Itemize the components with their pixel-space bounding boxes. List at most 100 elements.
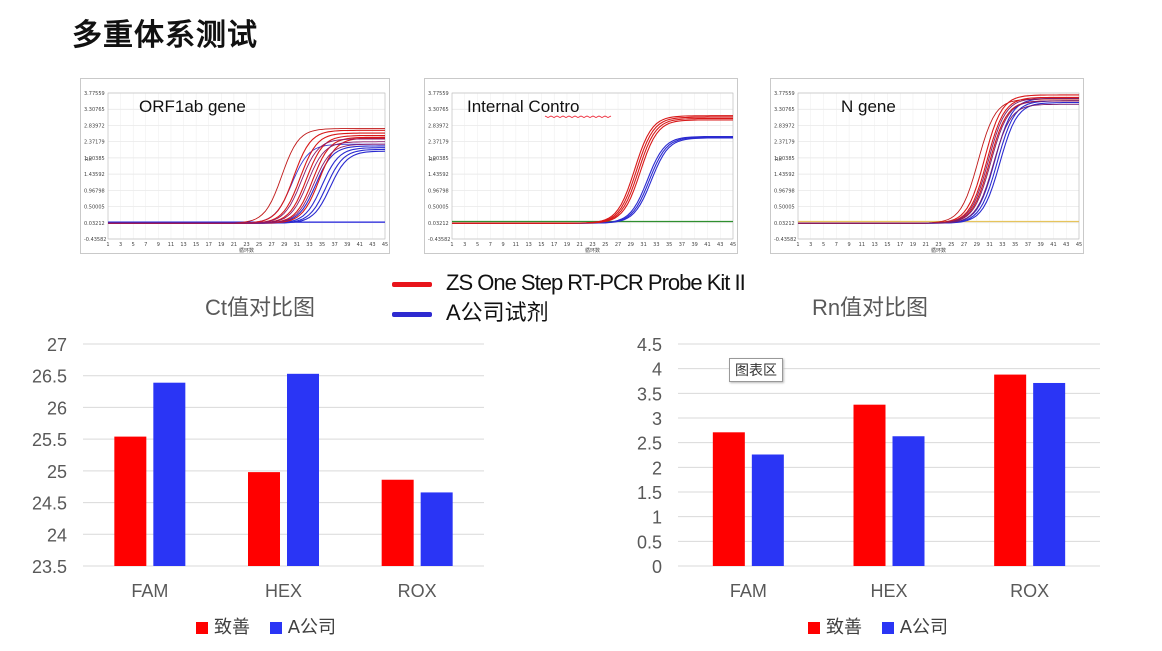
pcr-x-tick: 39 (344, 242, 350, 248)
pcr-y-tick: 0.96798 (428, 188, 449, 194)
y-tick-label: 2 (652, 458, 662, 478)
pcr-x-tick: 19 (910, 242, 916, 248)
y-tick-label: 26 (47, 398, 67, 418)
pcr-x-tick: 15 (538, 242, 544, 248)
pcr-x-tick: 21 (923, 242, 929, 248)
y-tick-label: 4.5 (637, 335, 662, 355)
legend-swatch-zs (196, 622, 208, 634)
pcr-x-tick: 7 (489, 242, 492, 248)
pcr-x-tick: 9 (501, 242, 504, 248)
pcr-x-tick: 29 (281, 242, 287, 248)
rn-chart-legend: 致善 A公司 (808, 613, 948, 639)
pcr-x-tick: 33 (306, 242, 312, 248)
pcr-y-tick: 1.90385 (428, 156, 449, 162)
pcr-x-tick: 27 (961, 242, 967, 248)
pcr-x-tick: 1 (106, 242, 109, 248)
pcr-x-tick: 25 (256, 242, 262, 248)
y-tick-label: 3 (652, 409, 662, 429)
ct-chart-legend: 致善 A公司 (196, 613, 336, 639)
bar-rox-zs (994, 374, 1027, 566)
pcr-x-tick: 35 (666, 242, 672, 248)
pcr-y-tick: 1.43592 (428, 172, 449, 178)
pcr-x-tick: 43 (1063, 242, 1069, 248)
pcr-x-tick: 19 (564, 242, 570, 248)
y-tick-label: 24.5 (32, 494, 67, 514)
pcr-x-tick: 3 (463, 242, 466, 248)
pcr-x-tick: 15 (193, 242, 199, 248)
pcr-x-tick: 3 (809, 242, 812, 248)
pcr-y-tick: 2.37179 (428, 140, 449, 146)
pcr-x-tick: 45 (730, 242, 736, 248)
pcr-x-tick: 33 (999, 242, 1005, 248)
pcr-x-tick: 25 (602, 242, 608, 248)
pcr-panel-n-gene: 3.77559 3.30765 2.83972 2.37179 1.90385 1.435… (770, 78, 1084, 254)
pcr-y-tick: 0.03212 (774, 221, 795, 227)
pcr-x-tick: 43 (717, 242, 723, 248)
pcr-y-tick: 0.96798 (84, 188, 105, 194)
pcr-y-label: Rn (429, 157, 436, 163)
pcr-x-tick: 29 (974, 242, 980, 248)
pcr-x-tick: 21 (577, 242, 583, 248)
pcr-x-tick: 15 (884, 242, 890, 248)
pcr-x-tick: 19 (218, 242, 224, 248)
legend-line-red (392, 281, 432, 287)
pcr-y-tick: 2.37179 (84, 140, 105, 146)
pcr-y-tick: -0.43582 (428, 237, 450, 243)
x-tick-label: FAM (730, 581, 767, 601)
legend-item-a: A公司试剂 (392, 298, 745, 328)
pcr-x-label: 循环数 (931, 247, 946, 253)
y-tick-label: 2.5 (637, 434, 662, 454)
ct-chart-title: Ct值对比图 (204, 295, 315, 320)
pcr-x-tick: 45 (382, 242, 388, 248)
chart-area-tag: 图表区 (729, 358, 783, 382)
pcr-y-tick: 3.77559 (84, 91, 105, 97)
pcr-y-tick: -0.43582 (774, 237, 796, 243)
pcr-y-tick: 3.77559 (428, 91, 449, 97)
main-legend: ZS One Step RT-PCR Probe Kit II A公司试剂 (392, 268, 746, 328)
y-tick-label: 23.5 (32, 557, 67, 577)
pcr-y-tick: 0.96798 (774, 188, 795, 194)
pcr-x-label: 循环数 (585, 247, 600, 253)
ct-bar-chart: 27 26.5 26 25.5 25 24.5 24 23.5 FAM HEX ROX (32, 335, 484, 601)
legend-swatch-a (269, 622, 282, 634)
pcr-y-tick: 1.43592 (774, 172, 795, 178)
pcr-y-tick: 1.43592 (84, 172, 105, 178)
pcr-y-tick: 1.90385 (774, 156, 795, 162)
pcr-x-tick: 35 (1012, 242, 1018, 248)
pcr-x-tick: 31 (294, 242, 300, 248)
pcr-y-tick: 2.83972 (84, 123, 105, 129)
pcr-y-tick: 2.37179 (774, 140, 795, 146)
legend-label: A公司 (899, 617, 949, 638)
pcr-x-tick: 13 (871, 242, 877, 248)
pcr-x-tick: 11 (168, 242, 174, 248)
bar-rox-a (1033, 382, 1066, 566)
legend-label: 致善 (214, 617, 250, 638)
legend-item-zs: ZS One Step RT-PCR Probe Kit II (392, 268, 746, 298)
pcr-y-tick: 3.77559 (774, 91, 795, 97)
y-tick-label: 4 (652, 360, 662, 380)
legend-swatch-a (881, 622, 894, 634)
bar-hex-a (892, 436, 925, 566)
pcr-x-tick: 23 (589, 242, 595, 248)
bar-hex-zs (248, 472, 280, 566)
x-tick-label: FAM (131, 581, 168, 601)
bar-fam-zs (114, 436, 147, 566)
bar-rox-zs (381, 479, 414, 566)
pcr-plot-frame (451, 92, 734, 240)
bar-fam-a (153, 382, 186, 566)
y-tick-label: 25 (47, 462, 67, 482)
legend-label: A公司 (287, 617, 337, 638)
legend-line-blue (392, 311, 432, 317)
pcr-x-tick: 35 (319, 242, 325, 248)
pcr-plot-frame (797, 92, 1080, 240)
pcr-x-tick: 11 (513, 242, 519, 248)
pcr-x-tick: 45 (1076, 242, 1082, 248)
bar-rox-a (420, 492, 453, 566)
pcr-x-tick: 27 (268, 242, 274, 248)
legend-label-zs: ZS One Step RT-PCR Probe Kit II (446, 270, 746, 295)
amplification-curve (452, 119, 733, 224)
pcr-x-tick: 31 (986, 242, 992, 248)
rn-chart-title: Rn值对比图 (811, 295, 929, 320)
y-tick-label: 1.5 (637, 483, 662, 503)
pcr-panel-orf1ab: 3.77559 3.30765 2.83972 2.37179 1.90385 1.435… (80, 78, 390, 254)
